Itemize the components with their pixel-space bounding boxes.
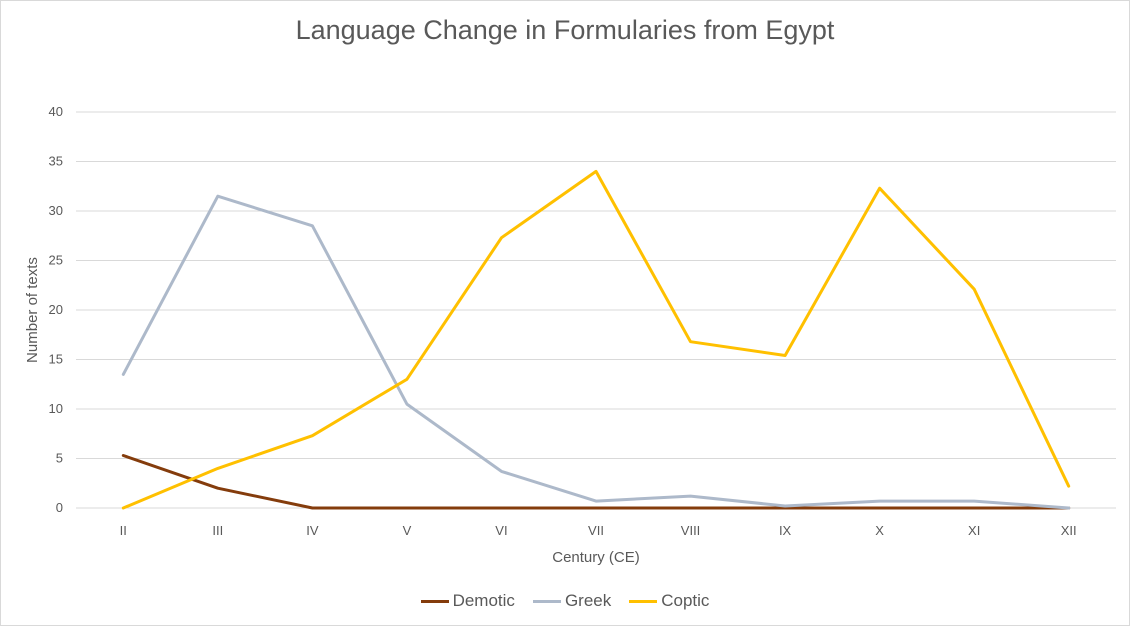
- x-tick-label: IX: [779, 523, 792, 538]
- series-line-demotic: [121, 454, 1071, 510]
- legend: Demotic Greek Coptic: [1, 591, 1129, 611]
- legend-label: Greek: [564, 591, 612, 610]
- y-tick-label: 40: [49, 104, 63, 119]
- x-tick-label: XII: [1061, 523, 1077, 538]
- y-tick-label: 30: [49, 203, 63, 218]
- series-line-greek: [121, 194, 1071, 510]
- legend-item-coptic: Coptic: [629, 591, 709, 611]
- x-tick-label: VII: [588, 523, 604, 538]
- y-axis-title: Number of texts: [24, 257, 41, 363]
- y-tick-label: 0: [56, 500, 63, 515]
- x-tick-label: XI: [968, 523, 980, 538]
- x-tick-label: II: [120, 523, 127, 538]
- legend-swatch: [629, 599, 658, 603]
- legend-swatch: [420, 599, 449, 603]
- legend-item-demotic: Demotic: [420, 591, 515, 611]
- x-axis-title: Century (CE): [552, 549, 640, 566]
- legend-swatch: [532, 599, 561, 603]
- x-tick-label: X: [875, 523, 884, 538]
- series-line-coptic: [121, 169, 1071, 510]
- x-tick-label: VIII: [681, 523, 701, 538]
- chart-title: Language Change in Formularies from Egyp…: [295, 15, 835, 45]
- x-tick-label: IV: [306, 523, 319, 538]
- x-tick-label: V: [403, 523, 412, 538]
- y-tick-label: 20: [49, 302, 63, 317]
- y-tick-label: 5: [56, 451, 63, 466]
- y-tick-label: 25: [49, 253, 63, 268]
- y-tick-label: 35: [49, 154, 63, 169]
- x-tick-label: III: [212, 523, 223, 538]
- x-tick-label: VI: [495, 523, 507, 538]
- legend-label: Coptic: [661, 591, 710, 610]
- y-tick-label: 15: [49, 352, 63, 367]
- y-tick-label: 10: [49, 401, 63, 416]
- legend-label: Demotic: [452, 591, 515, 610]
- legend-item-greek: Greek: [532, 591, 612, 611]
